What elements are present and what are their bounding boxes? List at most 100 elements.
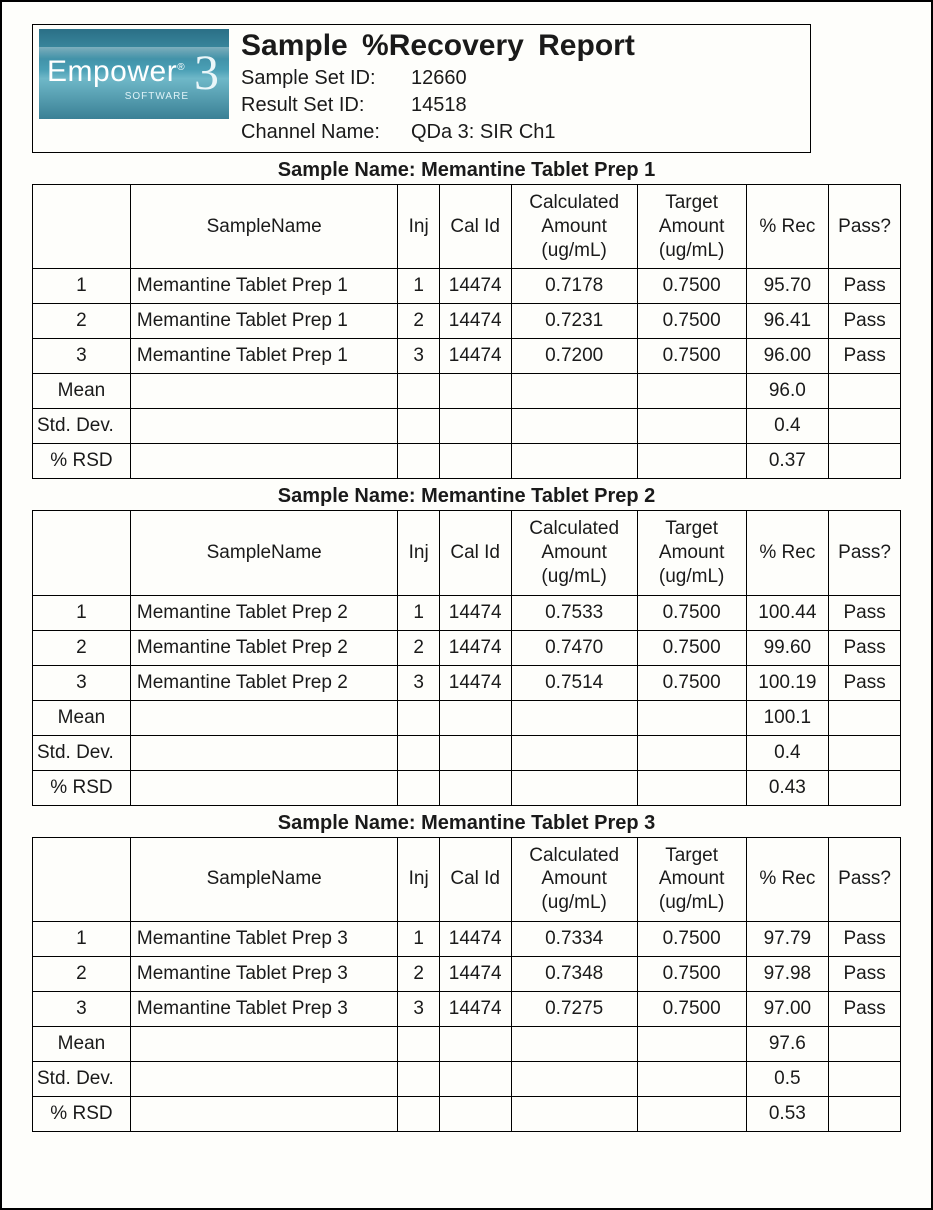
stat-value-cell: 0.4 [746,735,829,770]
table-cell: 2 [33,630,131,665]
table-cell-empty [130,1061,398,1096]
report-header-box: Empower® 3 SOFTWARE Sample %Recovery Rep… [32,24,811,153]
table-cell: 3 [398,339,439,374]
column-header: Inj [398,837,439,921]
table-cell: Memantine Tablet Prep 2 [130,595,398,630]
table-cell-empty [829,1026,901,1061]
table-cell-empty [130,1096,398,1131]
table-cell: 95.70 [746,269,829,304]
column-header [33,185,131,269]
table-cell-empty [398,735,439,770]
table-cell-empty [398,1026,439,1061]
table-cell: Memantine Tablet Prep 3 [130,991,398,1026]
stat-row: % RSD0.53 [33,1096,901,1131]
table-cell: 14474 [439,630,511,665]
table-cell: Memantine Tablet Prep 3 [130,956,398,991]
table-cell-empty [637,770,746,805]
recovery-table: SampleNameInjCal IdCalculated Amount (ug… [32,510,901,805]
table-cell-empty [637,1096,746,1131]
logo-brand: Empower [47,55,177,88]
stat-value-cell: 0.5 [746,1061,829,1096]
table-cell: 1 [398,595,439,630]
table-cell: 0.7348 [511,956,637,991]
stat-value-cell: 0.4 [746,409,829,444]
table-cell: 2 [398,630,439,665]
table-cell-empty [829,444,901,479]
table-cell: 0.7500 [637,339,746,374]
table-cell: 96.41 [746,304,829,339]
table-row: 3Memantine Tablet Prep 13144740.72000.75… [33,339,901,374]
table-cell-empty [511,374,637,409]
table-cell-empty [439,735,511,770]
table-cell-empty [829,409,901,444]
table-cell-empty [130,444,398,479]
table-cell: 0.7500 [637,956,746,991]
table-cell-empty [829,735,901,770]
stat-value-cell: 0.53 [746,1096,829,1131]
table-cell-empty [130,409,398,444]
column-header [33,837,131,921]
sections-container: Sample Name: Memantine Tablet Prep 1 Samp… [32,159,901,1132]
table-cell-empty [130,374,398,409]
stat-row: Std. Dev.0.5 [33,1061,901,1096]
stat-value-cell: 97.6 [746,1026,829,1061]
table-cell: Pass [829,595,901,630]
table-cell: 3 [33,339,131,374]
column-header: Pass? [829,837,901,921]
column-header: % Rec [746,837,829,921]
table-cell: Pass [829,921,901,956]
table-cell: 97.98 [746,956,829,991]
stat-row: Mean100.1 [33,700,901,735]
meta-value: QDa 3: SIR Ch1 [411,119,556,146]
section-title: Sample Name: Memantine Tablet Prep 2 [32,485,901,508]
table-cell: 0.7533 [511,595,637,630]
column-header: % Rec [746,511,829,595]
table-cell: 14474 [439,956,511,991]
section-title: Sample Name: Memantine Tablet Prep 1 [32,159,901,182]
table-cell: 3 [33,991,131,1026]
table-cell-empty [398,374,439,409]
table-cell-empty [829,700,901,735]
column-header: SampleName [130,185,398,269]
table-cell: 14474 [439,339,511,374]
column-header: % Rec [746,185,829,269]
logo-version: 3 [194,43,219,101]
table-row: 3Memantine Tablet Prep 23144740.75140.75… [33,665,901,700]
column-header: Pass? [829,511,901,595]
table-cell-empty [439,444,511,479]
table-cell: 14474 [439,269,511,304]
table-cell: 1 [398,269,439,304]
table-cell-empty [637,409,746,444]
table-cell-empty [439,700,511,735]
table-cell: Memantine Tablet Prep 2 [130,665,398,700]
table-cell: Pass [829,339,901,374]
table-cell-empty [637,1061,746,1096]
table-cell: 0.7500 [637,921,746,956]
table-cell: 0.7470 [511,630,637,665]
table-cell: 100.19 [746,665,829,700]
column-header [33,511,131,595]
table-cell: 1 [33,269,131,304]
table-cell: Pass [829,269,901,304]
table-cell: 0.7500 [637,269,746,304]
table-cell-empty [439,1061,511,1096]
table-cell: 96.00 [746,339,829,374]
column-header: Pass? [829,185,901,269]
column-header: Inj [398,511,439,595]
table-cell-empty [398,770,439,805]
column-header: Target Amount (ug/mL) [637,511,746,595]
table-cell: 0.7514 [511,665,637,700]
table-cell-empty [130,700,398,735]
table-cell: Pass [829,665,901,700]
table-cell-empty [398,1096,439,1131]
recovery-table: SampleNameInjCal IdCalculated Amount (ug… [32,837,901,1132]
meta-value: 14518 [411,92,467,119]
stat-row: Std. Dev.0.4 [33,409,901,444]
column-header: Target Amount (ug/mL) [637,837,746,921]
column-header: Calculated Amount (ug/mL) [511,511,637,595]
table-cell: 0.7200 [511,339,637,374]
table-cell-empty [829,1061,901,1096]
table-cell: 99.60 [746,630,829,665]
table-cell: 97.79 [746,921,829,956]
column-header: Target Amount (ug/mL) [637,185,746,269]
